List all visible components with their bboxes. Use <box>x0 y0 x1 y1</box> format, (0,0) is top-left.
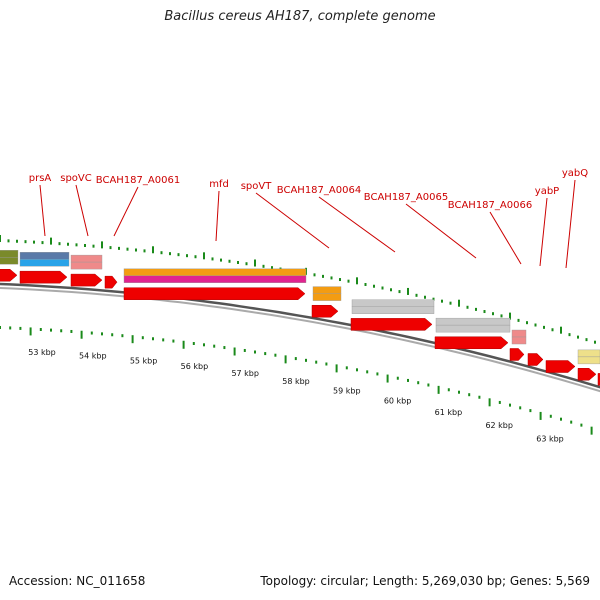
gene-label: mfd <box>209 179 229 190</box>
kbp-label: 59 kbp <box>333 386 361 395</box>
kbp-label: 55 kbp <box>130 356 158 365</box>
feature-band <box>312 293 342 301</box>
gene-leader-line <box>489 211 522 265</box>
feature-band <box>19 259 70 267</box>
feature-band <box>351 299 435 307</box>
gene-leader-line <box>539 197 548 267</box>
gene-label: yabP <box>535 186 559 197</box>
genome-summary-label: Topology: circular; Length: 5,269,030 bp… <box>260 574 590 588</box>
kbp-label: 57 kbp <box>231 369 259 378</box>
cds-arrow <box>527 353 544 366</box>
kbp-label: 53 kbp <box>28 348 56 357</box>
gene-leader-line <box>318 196 396 253</box>
feature-band <box>577 349 600 358</box>
feature-band <box>435 317 511 326</box>
gene-label: spoVC <box>60 173 92 184</box>
feature-band <box>435 324 511 333</box>
feature-band <box>577 356 600 365</box>
gene-leader-line <box>215 190 220 242</box>
feature-band <box>0 257 19 265</box>
cds-arrow <box>104 275 118 289</box>
cds-arrow <box>509 348 525 361</box>
feature-band <box>123 275 307 283</box>
gene-label: prsA <box>29 173 52 184</box>
cds-arrow <box>0 268 18 282</box>
feature-band <box>19 252 70 260</box>
feature-band <box>312 286 342 294</box>
backbone-inner <box>0 286 600 393</box>
gene-label: spoVT <box>241 181 273 192</box>
kbp-label: 61 kbp <box>435 408 463 417</box>
gene-label: BCAH187_A0064 <box>277 185 361 196</box>
cds-arrow <box>123 287 306 300</box>
feature-band <box>351 306 435 314</box>
cds-arrow <box>545 360 576 373</box>
kbp-label: 54 kbp <box>79 352 107 361</box>
feature-band <box>511 336 527 345</box>
kbp-label: 56 kbp <box>181 362 209 371</box>
backbone-outer <box>0 282 600 389</box>
gene-label: BCAH187_A0061 <box>96 175 180 186</box>
kbp-label: 62 kbp <box>485 421 513 430</box>
gene-label: BCAH187_A0066 <box>448 200 532 211</box>
feature-band <box>70 261 103 270</box>
gene-label: BCAH187_A0065 <box>364 192 448 203</box>
gene-leader-line <box>565 179 576 269</box>
feature-band <box>70 254 103 263</box>
gene-leader-line <box>255 192 330 249</box>
cds-arrow <box>311 304 339 318</box>
kbp-label: 63 kbp <box>536 435 564 444</box>
feature-band <box>0 250 19 258</box>
gene-label: yabQ <box>562 168 588 179</box>
kbp-label: 58 kbp <box>282 377 310 386</box>
gene-leader-line <box>75 184 89 237</box>
cds-arrow <box>19 270 68 284</box>
kbp-label: 60 kbp <box>384 397 412 406</box>
gene-leader-line <box>113 186 139 237</box>
cds-arrow <box>577 368 597 381</box>
feature-band <box>511 329 527 338</box>
accession-label: Accession: NC_011658 <box>9 574 146 588</box>
cds-arrow <box>70 273 103 287</box>
map-title: Bacillus cereus AH187, complete genome <box>164 9 436 24</box>
gene-leader-line <box>39 184 46 237</box>
gene-leader-line <box>405 203 477 259</box>
feature-band <box>123 268 307 276</box>
cds-arrow <box>434 336 509 350</box>
cds-arrow <box>350 318 433 331</box>
